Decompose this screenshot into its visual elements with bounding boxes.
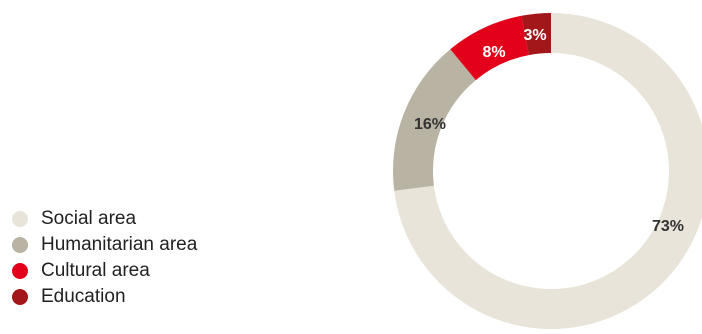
slice-education (521, 13, 551, 56)
legend-label: Humanitarian area (41, 234, 198, 255)
legend-swatch (12, 263, 28, 279)
legend-swatch (12, 289, 28, 305)
legend-item-cultural-area: Cultural area (12, 258, 197, 284)
legend-label: Cultural area (41, 260, 150, 281)
legend-item-education: Education (12, 284, 197, 310)
data-label: 3% (523, 27, 546, 44)
legend-swatch (12, 237, 28, 253)
data-label: 8% (482, 44, 505, 61)
legend-item-humanitarian-area: Humanitarian area (12, 232, 197, 258)
data-label: 16% (414, 116, 446, 133)
legend-item-social-area: Social area (12, 206, 197, 232)
data-label: 73% (652, 218, 684, 235)
slice-cultural-area (450, 15, 529, 81)
legend-swatch (12, 211, 28, 227)
slice-humanitarian-area (393, 49, 476, 191)
chart-legend: Social area Humanitarian area Cultural a… (12, 206, 197, 310)
legend-label: Social area (41, 208, 137, 229)
legend-label: Education (41, 286, 126, 307)
